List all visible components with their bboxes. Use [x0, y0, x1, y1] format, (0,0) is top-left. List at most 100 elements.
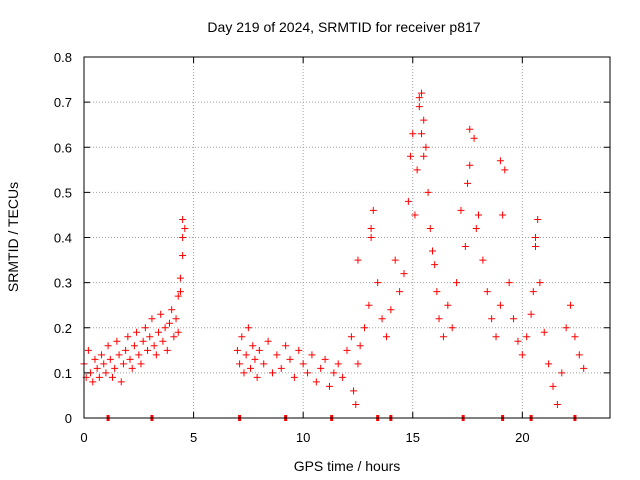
- data-point: [126, 355, 134, 363]
- data-point: [580, 364, 588, 372]
- data-point: [488, 315, 496, 323]
- data-point: [354, 360, 362, 368]
- x-axis-label: GPS time / hours: [294, 458, 401, 474]
- data-point: [133, 328, 141, 336]
- data-point: [172, 315, 180, 323]
- data-point: [523, 333, 531, 341]
- data-point: [84, 346, 92, 354]
- data-point: [492, 333, 500, 341]
- data-point: [409, 130, 417, 138]
- data-point: [553, 400, 561, 408]
- y-tick-label: 0.1: [54, 366, 72, 381]
- data-point: [453, 279, 461, 287]
- data-point: [354, 256, 362, 264]
- data-point: [168, 306, 176, 314]
- data-point: [122, 346, 130, 354]
- data-point: [501, 166, 509, 174]
- data-point: [339, 373, 347, 381]
- data-point: [448, 324, 456, 332]
- data-point: [273, 351, 281, 359]
- data-point: [475, 211, 482, 219]
- data-point: [404, 197, 412, 205]
- data-point: [496, 157, 504, 165]
- data-point: [367, 224, 375, 232]
- data-point: [124, 333, 132, 341]
- data-point: [113, 337, 121, 345]
- data-point: [330, 369, 338, 377]
- data-point: [236, 360, 244, 368]
- data-point: [431, 261, 439, 269]
- data-point: [282, 342, 290, 350]
- data-point: [141, 324, 149, 332]
- data-point: [247, 364, 255, 372]
- data-point: [367, 234, 375, 241]
- data-point: [418, 89, 426, 97]
- data-point: [148, 315, 156, 323]
- data-point: [102, 369, 110, 377]
- data-point: [264, 337, 272, 345]
- data-point: [179, 252, 187, 260]
- data-point: [155, 328, 163, 336]
- data-point: [350, 387, 358, 395]
- data-point: [575, 351, 583, 359]
- data-point: [514, 337, 522, 345]
- data-point: [260, 360, 268, 368]
- data-point: [466, 161, 474, 169]
- data-point: [420, 116, 428, 124]
- data-point: [439, 333, 447, 341]
- data-point: [422, 143, 430, 151]
- data-point: [89, 378, 97, 386]
- data-point: [277, 364, 285, 372]
- y-tick-label: 0.4: [54, 231, 72, 246]
- x-tick-label: 10: [296, 430, 310, 445]
- data-point: [176, 288, 184, 296]
- grid: [84, 57, 610, 418]
- data-point: [435, 315, 443, 323]
- data-point: [531, 243, 539, 251]
- data-point: [540, 328, 548, 336]
- y-tick-label: 0.2: [54, 321, 72, 336]
- data-point: [242, 351, 250, 359]
- chart-title: Day 219 of 2024, SRMTID for receiver p81…: [207, 19, 480, 35]
- data-point: [418, 130, 426, 138]
- data-point: [457, 206, 465, 214]
- data-point: [251, 355, 259, 363]
- data-point: [179, 215, 187, 223]
- data-point: [128, 364, 136, 372]
- data-point: [428, 247, 436, 255]
- data-point: [244, 324, 252, 332]
- data-point: [304, 369, 312, 377]
- data-point: [420, 152, 428, 160]
- data-point: [347, 333, 355, 341]
- data-point: [161, 324, 169, 332]
- data-point: [152, 351, 160, 359]
- y-tick-label: 0.7: [54, 95, 72, 110]
- data-point: [146, 333, 154, 341]
- data-point: [470, 134, 478, 142]
- data-point: [505, 279, 513, 287]
- data-point: [527, 310, 535, 318]
- data-point: [461, 243, 469, 251]
- x-tick-label: 5: [190, 430, 197, 445]
- data-point: [299, 360, 307, 368]
- data-point: [312, 378, 320, 386]
- data-point: [433, 288, 441, 296]
- data-point: [334, 360, 342, 368]
- x-tick-label: 20: [515, 430, 529, 445]
- data-point: [317, 364, 325, 372]
- data-point: [496, 301, 504, 309]
- data-point: [119, 360, 127, 368]
- data-point: [518, 351, 526, 359]
- data-point: [352, 400, 360, 408]
- data-point: [444, 301, 452, 309]
- data-point: [130, 342, 138, 350]
- y-axis-label: SRMTID / TECUs: [5, 182, 21, 292]
- data-point: [176, 274, 184, 282]
- data-point: [157, 310, 165, 318]
- data-point: [382, 333, 390, 341]
- data-point: [240, 369, 248, 377]
- x-tick-label: 15: [406, 430, 420, 445]
- data-point: [464, 179, 472, 187]
- data-point: [179, 234, 187, 241]
